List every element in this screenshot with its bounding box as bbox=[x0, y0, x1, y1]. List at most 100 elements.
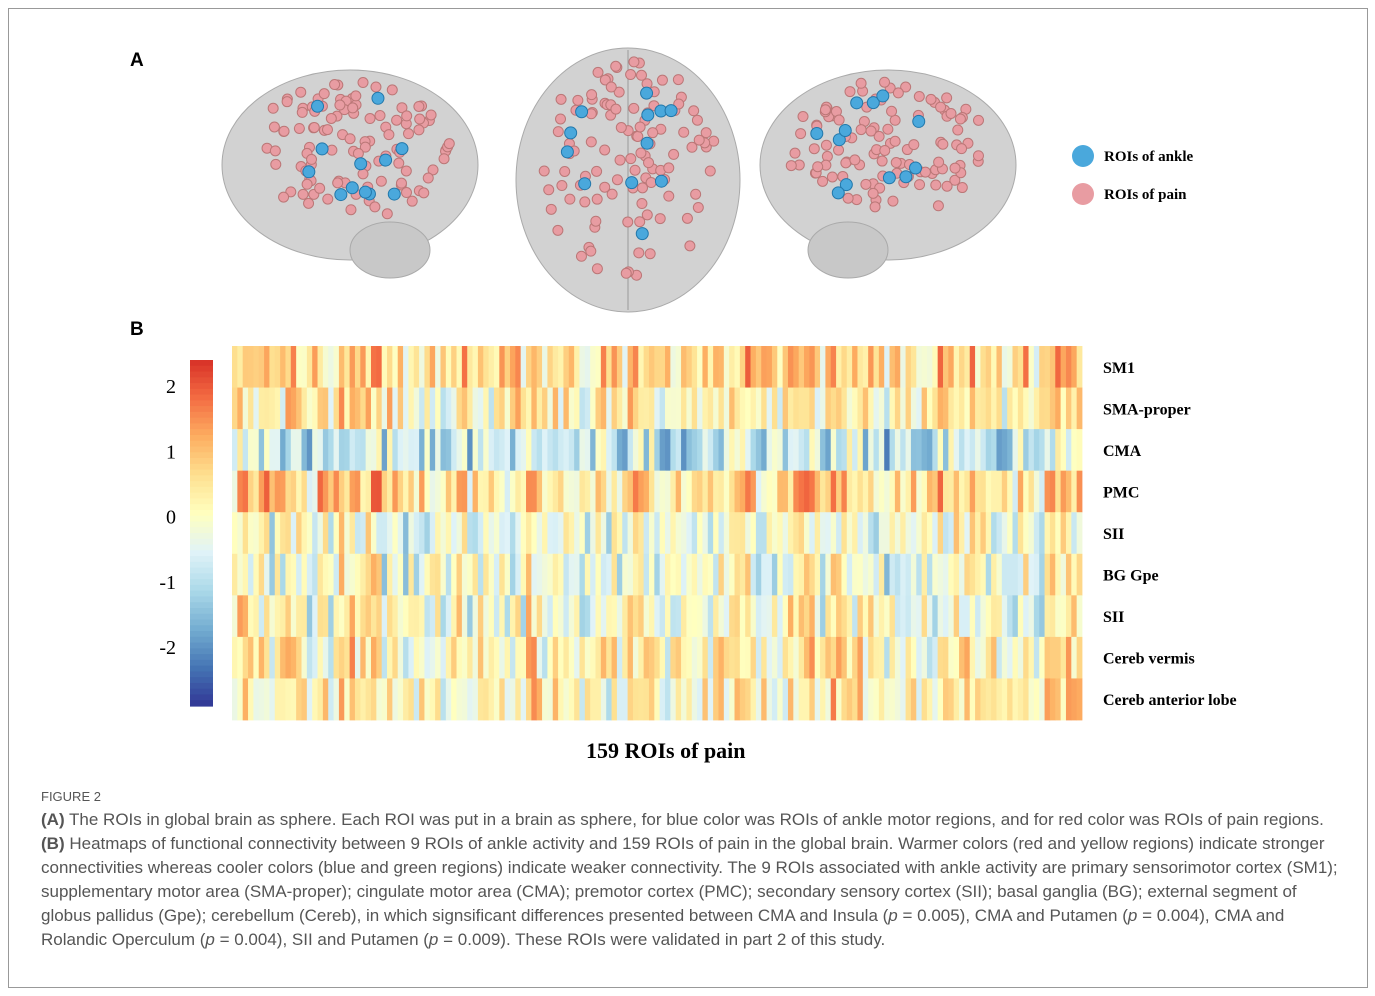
heatmap-cell bbox=[633, 678, 639, 720]
heatmap-cell bbox=[665, 429, 671, 471]
heatmap-cell bbox=[970, 595, 976, 637]
x-axis-label: 159 ROIs of pain bbox=[586, 738, 746, 763]
heatmap-cell bbox=[344, 346, 350, 388]
heatmap-cell bbox=[253, 471, 259, 513]
heatmap-cell bbox=[440, 429, 446, 471]
heatmap-cell bbox=[644, 388, 650, 430]
heatmap-cell bbox=[1077, 554, 1083, 596]
heatmap-cell bbox=[398, 595, 404, 637]
heatmap-cell bbox=[868, 595, 874, 637]
heatmap-cell bbox=[285, 554, 291, 596]
heatmap-cell bbox=[285, 512, 291, 554]
heatmap-cell bbox=[1055, 429, 1061, 471]
roi-sphere bbox=[705, 166, 715, 176]
heatmap-cell bbox=[708, 388, 714, 430]
heatmap-cell bbox=[964, 554, 970, 596]
heatmap-cell bbox=[996, 471, 1002, 513]
heatmap-cell bbox=[654, 637, 660, 679]
heatmap-cell bbox=[670, 637, 676, 679]
heatmap-cell bbox=[387, 346, 393, 388]
heatmap-cell bbox=[451, 388, 457, 430]
heatmap-cell bbox=[232, 554, 238, 596]
heatmap-cell bbox=[676, 637, 682, 679]
heatmap-cell bbox=[938, 678, 944, 720]
heatmap-cell bbox=[676, 595, 682, 637]
heatmap-cell bbox=[772, 678, 778, 720]
colorbar-segment bbox=[190, 671, 213, 677]
heatmap-cell bbox=[339, 429, 345, 471]
heatmap-cell bbox=[874, 471, 880, 513]
heatmap-cell bbox=[339, 346, 345, 388]
heatmap-cell bbox=[793, 388, 799, 430]
roi-sphere bbox=[294, 123, 304, 133]
heatmap-cell bbox=[585, 595, 591, 637]
heatmap-cell bbox=[735, 471, 741, 513]
heatmap-cell bbox=[467, 388, 473, 430]
roi-sphere bbox=[268, 103, 278, 113]
roi-sphere bbox=[346, 182, 358, 194]
heatmap-cell bbox=[959, 471, 965, 513]
heatmap-cell bbox=[622, 388, 628, 430]
heatmap-cell bbox=[280, 554, 286, 596]
heatmap-cell bbox=[890, 554, 896, 596]
heatmap-cell bbox=[382, 512, 388, 554]
colorbar-segment bbox=[190, 654, 213, 660]
heatmap-cell bbox=[1066, 554, 1072, 596]
roi-sphere bbox=[323, 194, 333, 204]
heatmap-cell bbox=[424, 678, 430, 720]
heatmap-cell bbox=[398, 429, 404, 471]
heatmap-cell bbox=[895, 388, 901, 430]
heatmap-cell bbox=[836, 471, 842, 513]
heatmap-cell bbox=[574, 388, 580, 430]
row-label: SII bbox=[1103, 609, 1124, 626]
heatmap-cell bbox=[585, 346, 591, 388]
heatmap-cell bbox=[489, 429, 495, 471]
heatmap-cell bbox=[269, 554, 275, 596]
heatmap-cell bbox=[906, 678, 912, 720]
heatmap-cell bbox=[900, 637, 906, 679]
heatmap-cell bbox=[874, 637, 880, 679]
heatmap-cell bbox=[996, 637, 1002, 679]
roi-sphere bbox=[900, 171, 912, 183]
heatmap-cell bbox=[1023, 678, 1029, 720]
heatmap-cell bbox=[435, 595, 441, 637]
heatmap-cell bbox=[387, 595, 393, 637]
heatmap-cell bbox=[408, 554, 414, 596]
roi-sphere bbox=[606, 82, 616, 92]
heatmap-cell bbox=[323, 471, 329, 513]
heatmap-cell bbox=[756, 678, 762, 720]
heatmap-cell bbox=[462, 388, 468, 430]
heatmap-cell bbox=[366, 471, 372, 513]
heatmap-cell bbox=[280, 512, 286, 554]
heatmap-cell bbox=[318, 595, 324, 637]
roi-sphere bbox=[586, 137, 596, 147]
colorbar-segment bbox=[190, 435, 213, 441]
roi-sphere bbox=[402, 111, 412, 121]
heatmap-cell bbox=[1066, 637, 1072, 679]
heatmap-cell bbox=[612, 471, 618, 513]
heatmap-cell bbox=[900, 471, 906, 513]
heatmap-cell bbox=[622, 429, 628, 471]
heatmap-cell bbox=[735, 388, 741, 430]
heatmap-cell bbox=[922, 512, 928, 554]
heatmap-cell bbox=[296, 471, 302, 513]
heatmap-cell bbox=[398, 346, 404, 388]
heatmap-cell bbox=[585, 471, 591, 513]
heatmap-cell bbox=[938, 471, 944, 513]
heatmap-cell bbox=[414, 637, 420, 679]
heatmap-cell bbox=[499, 595, 505, 637]
heatmap-cell bbox=[334, 429, 340, 471]
heatmap-cell bbox=[1039, 595, 1045, 637]
heatmap-cell bbox=[537, 512, 543, 554]
roi-sphere bbox=[444, 139, 454, 149]
heatmap-cell bbox=[841, 346, 847, 388]
heatmap-cell bbox=[649, 346, 655, 388]
roi-sphere bbox=[834, 115, 844, 125]
heatmap-cell bbox=[312, 512, 318, 554]
heatmap-cell bbox=[269, 595, 275, 637]
heatmap-cell bbox=[360, 346, 366, 388]
heatmap-cell bbox=[1039, 471, 1045, 513]
heatmap-cell bbox=[991, 678, 997, 720]
heatmap-cell bbox=[900, 595, 906, 637]
heatmap-cell bbox=[323, 554, 329, 596]
